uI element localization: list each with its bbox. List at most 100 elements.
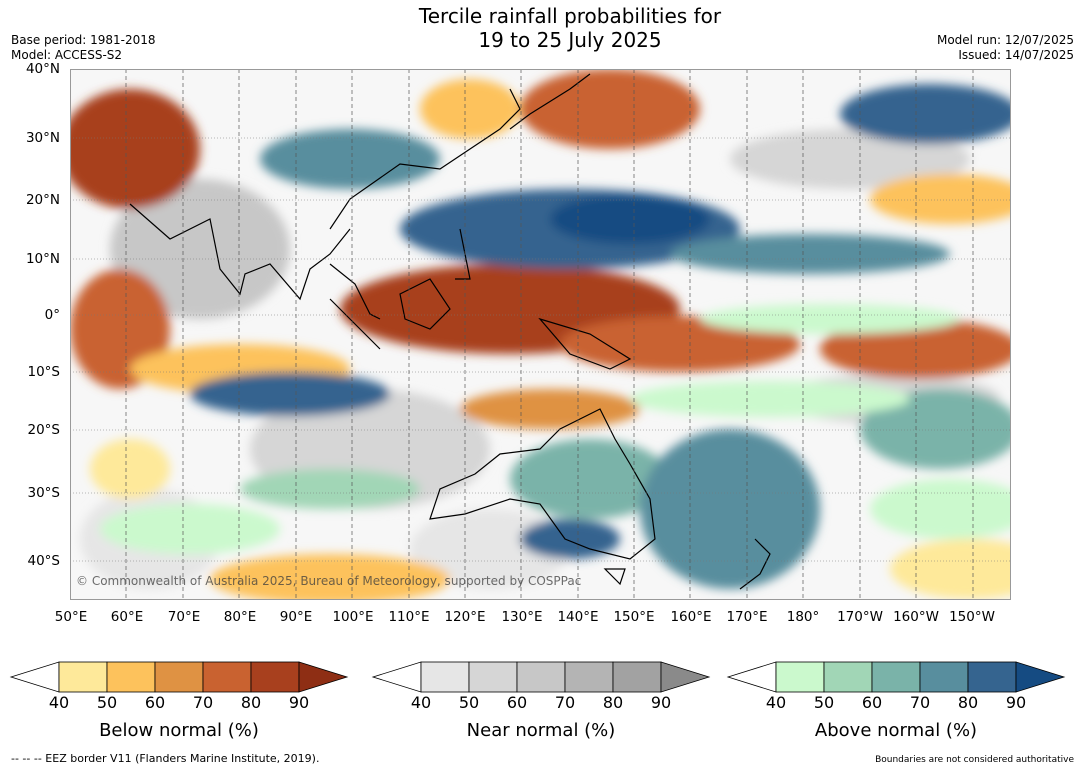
eez-footnote: -- -- -- EEZ border V11 (Flanders Marine…: [11, 752, 320, 765]
boundaries-disclaimer: Boundaries are not considered authoritat…: [875, 755, 1074, 765]
meta-right: Model run: 12/07/2025 Issued: 14/07/2025: [937, 33, 1074, 63]
lon-tick: 170°E: [726, 609, 768, 625]
gridlines: [70, 69, 1011, 562]
colorbar-segment: [967, 661, 1017, 693]
lat-tick: 10°S: [27, 364, 61, 380]
lon-tick: 90°E: [279, 609, 313, 625]
title-line-1: Tercile rainfall probabilities for: [418, 4, 722, 28]
model-name: Model: ACCESS-S2: [11, 48, 123, 62]
lon-tick: 80°E: [223, 609, 257, 625]
cbar-below-tick: 40: [48, 693, 70, 712]
lat-tick: 10°N: [25, 251, 60, 267]
cbar-near-tick: 90: [650, 693, 672, 712]
colorbar-segment: [106, 661, 156, 693]
map-panel: © Commonwealth of Australia 2025, Bureau…: [70, 69, 1011, 600]
colorbar-extend-right: [1015, 661, 1066, 693]
lon-tick: 70°E: [167, 609, 201, 625]
cbar-above-tick: 80: [957, 693, 979, 712]
copyright-text: © Commonwealth of Australia 2025, Bureau…: [76, 574, 582, 588]
meridians: [125, 69, 974, 600]
colorbar-segment: [468, 661, 518, 693]
lon-tick: 160°E: [670, 609, 712, 625]
cbar-near-tick: 70: [554, 693, 576, 712]
lat-tick: 30°S: [27, 485, 61, 501]
lon-tick: 100°E: [332, 609, 374, 625]
lon-tick: 150°W: [949, 609, 995, 625]
colorbar-segment: [154, 661, 204, 693]
cbar-near-tick: 60: [506, 693, 528, 712]
coastlines: [129, 73, 771, 590]
model-run: Model run: 12/07/2025: [936, 33, 1074, 47]
cbar-below-tick: 90: [288, 693, 310, 712]
colorbar-row: [9, 661, 1066, 693]
cbar-above-label: Above normal (%): [814, 720, 978, 741]
lat-tick: 20°S: [27, 422, 61, 438]
cbar-above-tick: 50: [813, 693, 835, 712]
lon-tick: 120°E: [444, 609, 486, 625]
base-period: Base period: 1981-2018: [11, 33, 156, 47]
lat-tick: 40°N: [25, 61, 60, 77]
meta-left: Base period: 1981-2018 Model: ACCESS-S2: [11, 33, 156, 63]
coast-sumatra: [329, 298, 381, 350]
probability-fields: [70, 69, 1011, 600]
lon-tick: 50°E: [54, 609, 88, 625]
colorbar-extend-right: [660, 661, 711, 693]
coast-australia: [429, 408, 656, 560]
cbar-below-tick: 50: [96, 693, 118, 712]
colorbar-extend-left: [726, 661, 777, 693]
map-frame: [70, 69, 1011, 600]
cbar-near-tick: 40: [410, 693, 432, 712]
cbar-above-tick: 90: [1005, 693, 1027, 712]
lat-tick: 30°N: [25, 130, 60, 146]
title-line-2: 19 to 25 July 2025: [478, 28, 662, 52]
lat-tick: 0°: [44, 307, 60, 323]
rainfall-map: [70, 69, 1011, 600]
colorbar-segment: [871, 661, 921, 693]
colorbar-segment: [919, 661, 969, 693]
lon-tick: 140°E: [557, 609, 599, 625]
colorbar-below-normal: [9, 661, 349, 693]
lon-tick: 60°E: [110, 609, 144, 625]
lon-tick: 150°E: [613, 609, 655, 625]
colorbar-segment: [250, 661, 300, 693]
colorbar-segment: [564, 661, 614, 693]
cbar-above-tick: 70: [909, 693, 931, 712]
lon-tick: 130°E: [501, 609, 543, 625]
colorbar-extend-left: [9, 661, 60, 693]
cbar-near-tick: 50: [458, 693, 480, 712]
issued-date: Issued: 14/07/2025: [958, 48, 1074, 62]
colorbar-above-normal: [726, 661, 1066, 693]
colorbar-extend-right: [298, 661, 349, 693]
coast-new-guinea: [538, 317, 632, 370]
cbar-above-tick: 60: [861, 693, 883, 712]
cbar-below-label: Below normal (%): [99, 720, 259, 741]
lon-tick: 110°E: [388, 609, 430, 625]
cbar-near-label: Near normal (%): [466, 720, 616, 741]
coast-malaysia: [329, 263, 381, 320]
coast-philippines: [455, 228, 471, 280]
lon-tick: 170°W: [837, 609, 883, 625]
lon-tick: 160°W: [893, 609, 939, 625]
lon-tick: 180°: [786, 609, 820, 625]
colorbar-segment: [775, 661, 825, 693]
cbar-below-tick: 80: [240, 693, 262, 712]
map-title: Tercile rainfall probabilities for 19 to…: [0, 4, 1085, 52]
coast-japan: [509, 73, 591, 130]
colorbar-segment: [612, 661, 662, 693]
lat-tick: 20°N: [25, 192, 60, 208]
cbar-above-tick: 40: [765, 693, 787, 712]
lat-tick: 40°S: [27, 553, 61, 569]
colorbar-segment: [202, 661, 252, 693]
colorbar-segment: [516, 661, 566, 693]
coast-new-zealand: [739, 538, 771, 590]
colorbar-segment: [420, 661, 470, 693]
cbar-below-tick: 70: [192, 693, 214, 712]
coast-tasmania: [603, 568, 626, 586]
cbar-below-tick: 60: [144, 693, 166, 712]
coast-china: [329, 88, 521, 230]
colorbar-segment: [58, 661, 108, 693]
coast-borneo: [399, 278, 451, 330]
colorbar-segment: [823, 661, 873, 693]
cbar-near-tick: 80: [602, 693, 624, 712]
colorbar-extend-left: [371, 661, 422, 693]
